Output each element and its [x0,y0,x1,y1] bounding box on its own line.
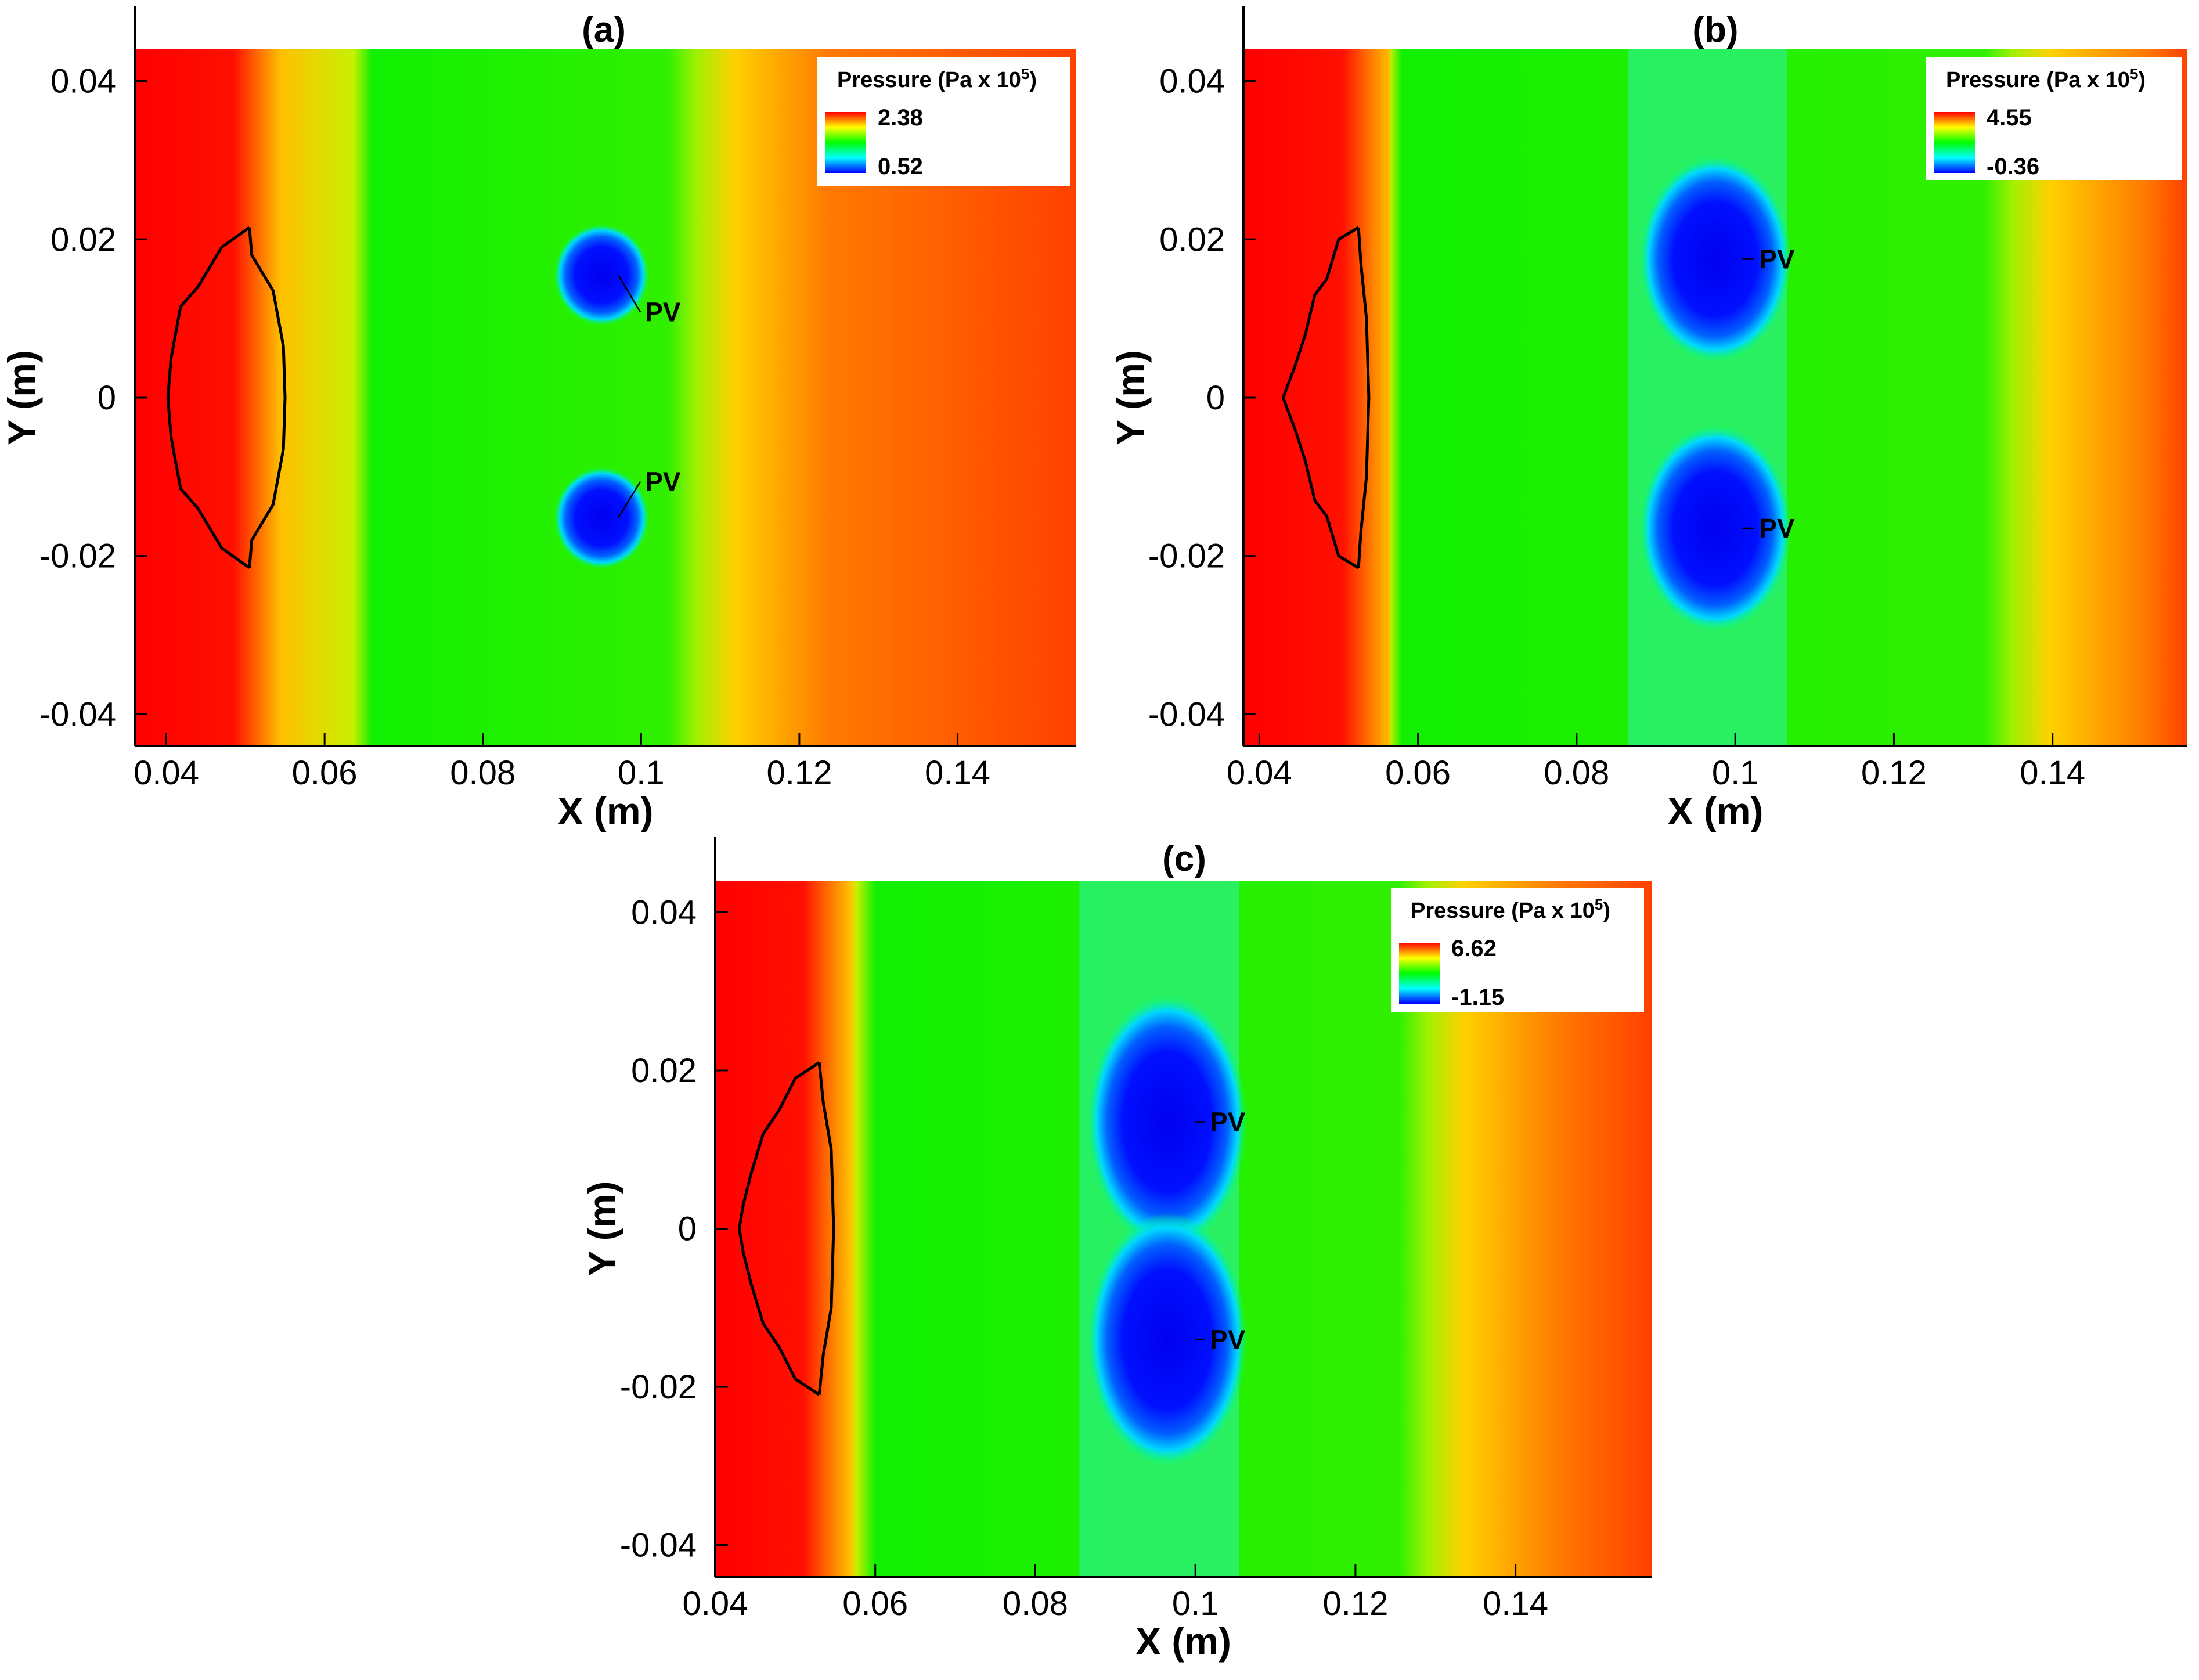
pv-label: PV [645,297,681,327]
legend-title: Pressure (Pa x 105) [1411,896,1610,923]
x-tick-label: 0.06 [292,754,358,792]
y-tick-label: -0.02 [39,538,116,575]
y-tick-label: 0.04 [631,894,697,932]
primary-vortex-2 [1639,425,1792,632]
legend-min-label: -1.15 [1451,985,1504,1010]
pv-label: PV [1759,513,1795,543]
y-tick-label: 0.02 [51,221,116,258]
pressure-legend: Pressure (Pa x 105) 6.62 -1.15 [1391,888,1644,1012]
contour-panel-c: PV PV 0.04 0.06 0.08 0.1 0.12 0.14 0.04 0.02 0 -0.0… [581,837,1652,1663]
x-axis-title: X (m) [1668,789,1764,832]
y-tick-label: 0.02 [1159,221,1225,258]
y-tick-label: 0 [678,1210,697,1248]
interface-outline-inner [1357,227,1371,568]
y-axis-title: Y (m) [1109,350,1152,445]
pv-leader-line [617,481,641,518]
legend-color-bar [825,112,866,173]
primary-vortex-2 [554,467,649,569]
interface-outline-outer [1281,226,1360,569]
pv-label: PV [1210,1107,1246,1137]
x-tick-label: 0.14 [2020,754,2085,792]
panel-title: (b) [1692,10,1738,50]
x-tick-label: 0.06 [1385,754,1451,792]
pv-label: PV [1759,244,1795,274]
x-tick-label: 0.14 [925,754,990,792]
panel-title: (c) [1162,839,1206,879]
y-tick-label: -0.04 [39,695,116,733]
legend-min-label: 0.52 [878,154,923,179]
x-tick-label: 0.08 [1544,754,1609,792]
x-tick-label: 0.08 [450,754,515,792]
interface-outline-outer [166,226,251,569]
x-tick-label: 0.1 [618,754,665,792]
legend-color-bar [1399,943,1440,1004]
y-tick-label: 0.04 [1159,63,1225,100]
pv-leader-line [617,274,641,313]
x-tick-label: 0.04 [683,1585,748,1623]
y-tick-label: 0.04 [51,63,116,100]
x-tick-label: 0.04 [1227,754,1292,792]
legend-title: Pressure (Pa x 105) [1946,65,2146,92]
interface-outline-inner [248,227,287,568]
pressure-legend: Pressure (Pa x 105) 4.55 -0.36 [1926,57,2182,180]
pressure-field [715,881,1652,1577]
primary-vortex-1 [1087,995,1248,1249]
primary-vortex-1 [554,224,649,326]
x-tick-label: 0.06 [842,1585,908,1623]
primary-vortex-2 [1087,1213,1248,1466]
x-tick-label: 0.14 [1483,1585,1548,1623]
legend-color-bar [1934,112,1975,173]
x-tick-label: 0.1 [1712,754,1759,792]
x-tick-label: 0.1 [1172,1585,1219,1623]
legend-min-label: -0.36 [1987,154,2039,179]
pv-label: PV [645,467,681,497]
legend-title: Pressure (Pa x 105) [837,65,1037,92]
x-tick-label: 0.12 [1322,1585,1388,1623]
legend-max-label: 4.55 [1987,105,2032,131]
pv-label: PV [1210,1324,1246,1354]
panel-title: (a) [582,10,626,50]
legend-max-label: 2.38 [878,105,923,131]
y-tick-label: -0.02 [620,1368,697,1406]
interface-outline-inner [817,1062,835,1395]
x-tick-label: 0.04 [134,754,199,792]
y-tick-label: -0.04 [620,1527,697,1564]
low-pressure-band [1628,49,1787,746]
x-axis-title: X (m) [1135,1620,1231,1663]
y-axis-title: Y (m) [0,350,43,445]
y-tick-label: 0.02 [631,1052,697,1090]
x-tick-label: 0.08 [1003,1585,1068,1623]
y-tick-label: 0 [1206,379,1225,417]
interface-outline-outer [737,1061,820,1396]
y-tick-label: -0.02 [1148,538,1225,575]
y-tick-label: 0 [98,379,116,417]
x-axis-title: X (m) [558,789,654,832]
y-tick-label: -0.04 [1148,695,1225,733]
x-tick-label: 0.12 [1861,754,1927,792]
legend-max-label: 6.62 [1451,936,1497,961]
primary-vortex-1 [1639,156,1792,362]
contour-panel-a: PV PV 0.04 0.06 0.08 0.1 0.12 0.14 0.04 0.02 0 -0.0… [0,6,1076,832]
x-tick-label: 0.12 [766,754,832,792]
contour-panel-b: PV PV 0.04 0.06 0.08 0.1 0.12 0.14 0.04 0.02 0 -0.0… [1109,6,2187,832]
pressure-legend: Pressure (Pa x 105) 2.38 0.52 [817,57,1070,186]
y-axis-title: Y (m) [581,1181,623,1277]
